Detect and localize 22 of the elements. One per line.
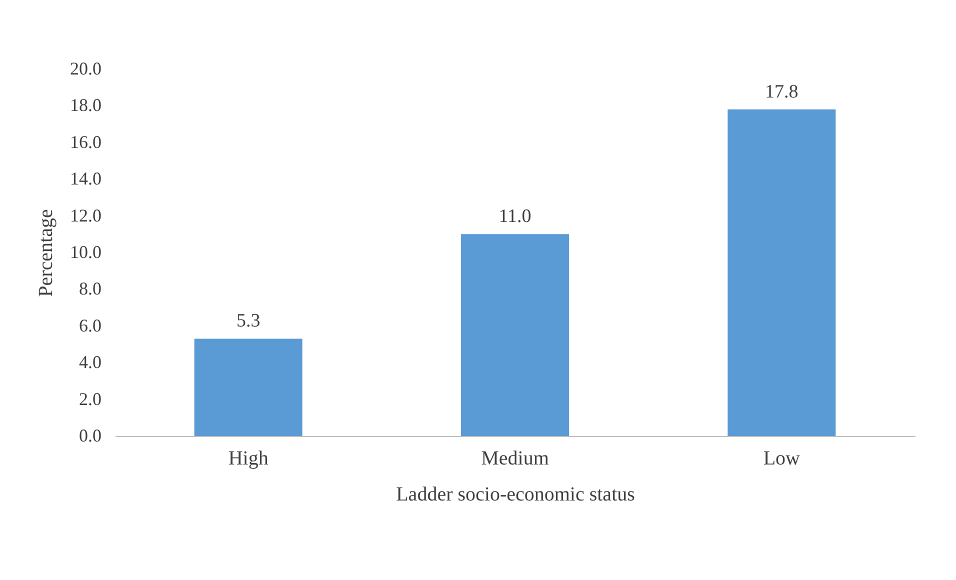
data-label: 5.3 [236, 310, 260, 332]
y-tick-label: 2.0 [79, 388, 102, 409]
y-tick-label: 8.0 [79, 278, 102, 299]
y-axis-title: Percentage [35, 209, 57, 297]
x-axis-title: Ladder socio-economic status [396, 484, 636, 506]
x-tick-label: Low [763, 448, 801, 470]
y-tick-label: 10.0 [70, 242, 102, 262]
y-tick-label: 4.0 [79, 352, 102, 372]
bar [194, 338, 302, 436]
x-tick-label: Medium [481, 448, 550, 470]
y-tick-label: 18.0 [70, 95, 102, 116]
data-label: 11.0 [498, 206, 532, 228]
y-tick-label: 0.0 [79, 426, 102, 446]
y-tick-label: 12.0 [70, 205, 102, 226]
bar [728, 109, 836, 436]
y-tick-label: 20.0 [70, 58, 102, 78]
data-label: 17.8 [765, 81, 798, 102]
y-tick-label: 6.0 [79, 315, 102, 336]
y-tick-label: 16.0 [70, 132, 102, 152]
y-tick-label: 14.0 [70, 168, 102, 189]
x-tick-label: High [228, 448, 268, 470]
bar [461, 234, 569, 436]
